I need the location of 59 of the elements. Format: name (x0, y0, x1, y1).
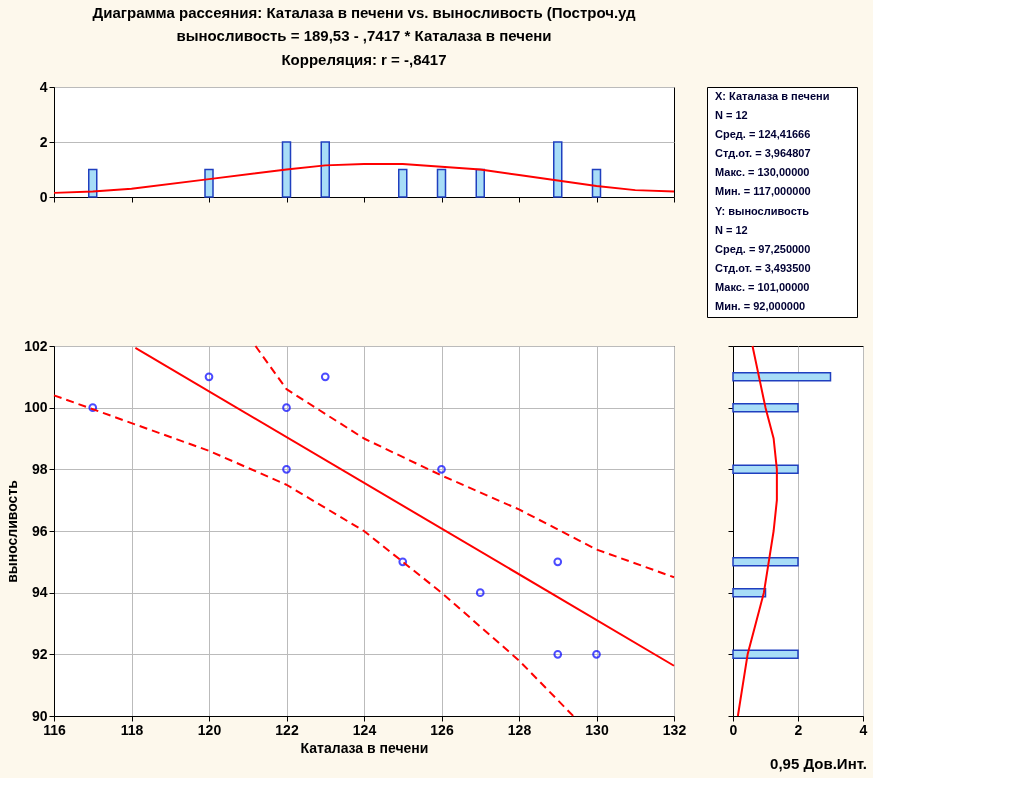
text: Макс. = 101,00000 (715, 281, 810, 294)
x-tick-label: 124 (352, 721, 377, 738)
line-series (53, 394, 575, 717)
text: Мин. = 117,000000 (715, 185, 811, 198)
y-tick-label: 96 (31, 522, 48, 539)
y-tick-label: 92 (31, 645, 48, 662)
line-series (53, 163, 675, 194)
y-tick-label: 102 (24, 337, 48, 354)
text: Макс. = 130,00000 (715, 166, 810, 179)
x-tick-label: 116 (43, 721, 66, 738)
bar (732, 372, 832, 382)
point (553, 649, 563, 659)
text: 0,95 Дов.Инт. (770, 755, 867, 772)
text: Сред. = 124,41666 (715, 127, 811, 140)
point (592, 649, 601, 659)
y-tick-label: 2 (39, 133, 48, 150)
bar (732, 464, 799, 475)
text: Сред. = 97,250000 (715, 242, 811, 255)
x-axis-title: Каталаза в печени (300, 739, 429, 756)
x-tick-label: 130 (585, 721, 609, 738)
point (282, 464, 291, 474)
x-tick-label: 0 (729, 721, 738, 738)
point (320, 372, 330, 382)
point (398, 557, 408, 567)
y-tick-label: 94 (31, 584, 48, 601)
y-axis-title: выносливость (4, 479, 21, 583)
x-tick-label: 122 (275, 721, 299, 738)
y-tick-label: 100 (24, 399, 48, 416)
text: N = 12 (715, 108, 748, 121)
y-tick-label: 4 (39, 78, 48, 95)
bar (732, 402, 799, 413)
point (88, 403, 98, 413)
x-tick-label: 132 (662, 721, 687, 738)
text: Корреляция: r = -,8417 (281, 51, 447, 68)
text: Y: выносливость (715, 204, 810, 217)
text: N = 12 (715, 223, 748, 236)
point (437, 464, 446, 474)
x-tick-label: 118 (120, 721, 144, 738)
chart-subtitle: выносливость = 189,53 - ,7417 * Каталаза в печени (176, 27, 552, 44)
point (282, 403, 291, 413)
line-series (254, 345, 675, 579)
point (204, 372, 214, 382)
x-tick-label: 128 (507, 721, 532, 738)
chart-title: Диаграмма рассеяния: Каталаза в печени vs. выносливость (Построч.уд (92, 4, 637, 21)
text: X: Каталаза в печени (715, 89, 830, 102)
y-tick-label: 0 (39, 188, 48, 205)
x-tick-label: 120 (197, 721, 222, 738)
x-tick-label: 126 (430, 721, 454, 738)
text: Стд.от. = 3,964807 (715, 147, 811, 160)
point (553, 557, 563, 567)
bar (732, 557, 799, 567)
y-tick-label: 98 (31, 460, 48, 477)
text: Мин. = 92,000000 (715, 300, 806, 313)
x-tick-label: 2 (794, 721, 803, 738)
bar (732, 649, 799, 660)
y-tick-label: 90 (31, 707, 48, 724)
text: Стд.от. = 3,493500 (715, 262, 811, 275)
point (475, 588, 485, 598)
x-tick-label: 4 (859, 721, 868, 738)
